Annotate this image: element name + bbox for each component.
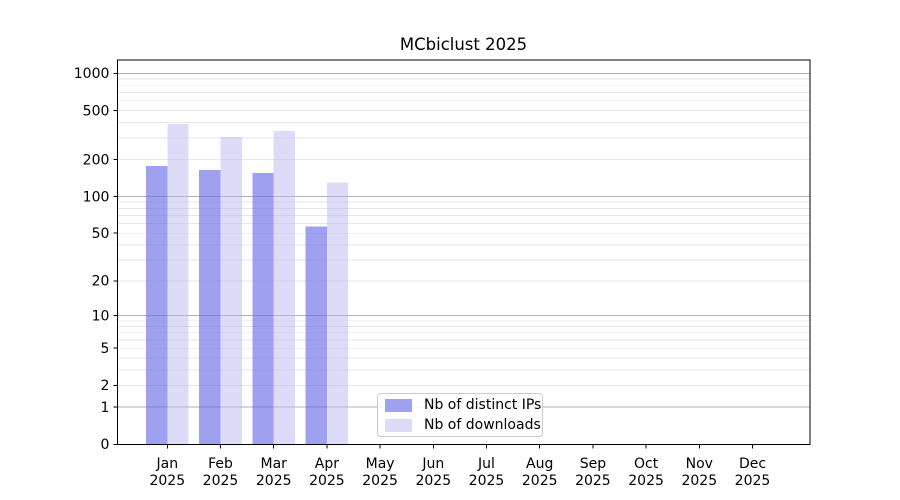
y-tick-label-200: 200 — [83, 152, 110, 168]
legend-swatch-distinct-ips — [385, 398, 412, 412]
y-tick-label-100: 100 — [83, 189, 110, 205]
bar-downloads-apr — [326, 182, 349, 445]
bar-downloads-feb — [220, 136, 242, 445]
y-tick-label-500: 500 — [83, 103, 110, 119]
x-tick-label-year-nov: 2025 — [681, 473, 717, 489]
y-tick-label-0: 0 — [100, 437, 109, 453]
x-tick-label-year-oct: 2025 — [628, 473, 664, 489]
x-tick-label-month-jun: Jun — [421, 456, 444, 472]
x-tick-label-month-may: May — [366, 456, 395, 472]
y-tick-label-50: 50 — [92, 226, 110, 242]
y-tick-label-1000: 1000 — [74, 66, 110, 82]
y-tick-label-2: 2 — [100, 378, 109, 394]
y-tick-label-20: 20 — [92, 274, 110, 290]
legend-swatch-downloads — [385, 418, 412, 432]
x-tick-label-month-oct: Oct — [634, 456, 659, 472]
x-tick-label-year-mar: 2025 — [256, 473, 292, 489]
y-tick-label-1: 1 — [100, 400, 109, 416]
bar-distinct-ips-feb — [199, 170, 221, 445]
legend: Nb of distinct IPs Nb of downloads — [377, 393, 543, 437]
legend-label-distinct-ips: Nb of distinct IPs — [424, 397, 542, 413]
x-tick-label-year-jul: 2025 — [469, 473, 505, 489]
x-tick-label-month-jul: Jul — [477, 456, 495, 472]
x-tick-label-month-dec: Dec — [739, 456, 766, 472]
x-tick-label-year-sep: 2025 — [575, 473, 611, 489]
x-tick-label-month-nov: Nov — [686, 456, 713, 472]
chart-title: MCbiclust 2025 — [399, 35, 528, 54]
bar-downloads-jan — [167, 123, 189, 445]
y-tick-label-10: 10 — [92, 308, 110, 324]
x-tick-label-year-jun: 2025 — [415, 473, 451, 489]
legend-item-downloads: Nb of downloads — [385, 417, 541, 433]
x-tick-label-month-aug: Aug — [526, 456, 553, 472]
x-tick-label-year-may: 2025 — [362, 473, 398, 489]
x-tick-label-month-apr: Apr — [315, 456, 339, 472]
x-tick-label-month-mar: Mar — [260, 456, 287, 472]
x-tick-label-month-feb: Feb — [208, 456, 233, 472]
bar-distinct-ips-apr — [305, 226, 327, 445]
legend-label-downloads: Nb of downloads — [424, 417, 541, 433]
x-tick-label-year-aug: 2025 — [522, 473, 558, 489]
x-tick-label-month-jan: Jan — [156, 456, 179, 472]
x-tick-label-month-sep: Sep — [580, 456, 607, 472]
plot-border — [116, 59, 811, 445]
legend-item-distinct-ips: Nb of distinct IPs — [385, 397, 541, 413]
bar-downloads-mar — [273, 131, 295, 445]
x-tick-label-year-jan: 2025 — [149, 473, 185, 489]
bar-distinct-ips-jan — [146, 166, 168, 445]
x-tick-label-year-dec: 2025 — [735, 473, 771, 489]
x-tick-label-year-apr: 2025 — [309, 473, 345, 489]
x-tick-label-year-feb: 2025 — [203, 473, 239, 489]
y-tick-label-5: 5 — [100, 341, 109, 357]
bar-distinct-ips-mar — [252, 173, 274, 445]
